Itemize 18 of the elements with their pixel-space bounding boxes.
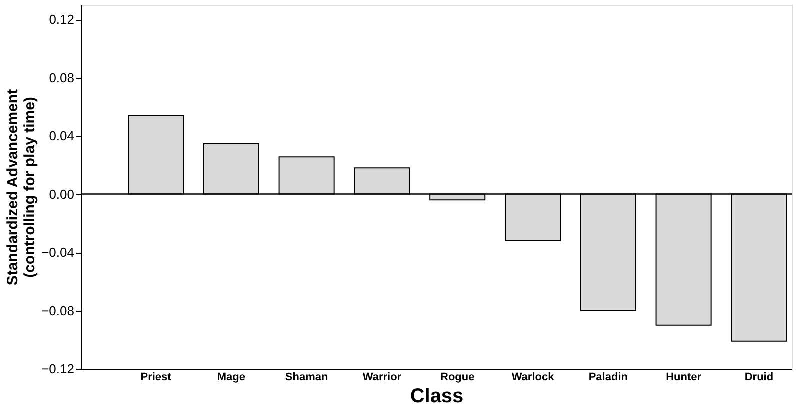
y-axis-title: Standardized Advancement (controlling for play time)	[4, 89, 39, 286]
x-tick-label: Paladin	[588, 372, 628, 384]
y-tick-label: −0.08	[42, 303, 74, 318]
x-tick-label: Rogue	[440, 372, 475, 384]
y-tick-label: −0.04	[42, 245, 74, 260]
x-tick-label: Mage	[217, 372, 246, 384]
x-tick-label: Druid	[744, 372, 774, 384]
y-tick-label: 0.00	[49, 186, 74, 202]
y-tick-label: 0.04	[49, 128, 74, 144]
x-tick-label: Warlock	[512, 372, 556, 384]
x-tick-label: Shaman	[285, 372, 328, 384]
x-tick-label: Hunter	[666, 372, 702, 384]
y-tick-label: 0.08	[49, 70, 74, 86]
x-tick-label: Warrior	[362, 372, 402, 384]
x-axis-title: Class	[410, 386, 464, 408]
x-tick-label: Priest	[140, 372, 172, 384]
y-tick-label: 0.12	[49, 12, 74, 28]
y-tick-label: −0.12	[42, 362, 74, 376]
